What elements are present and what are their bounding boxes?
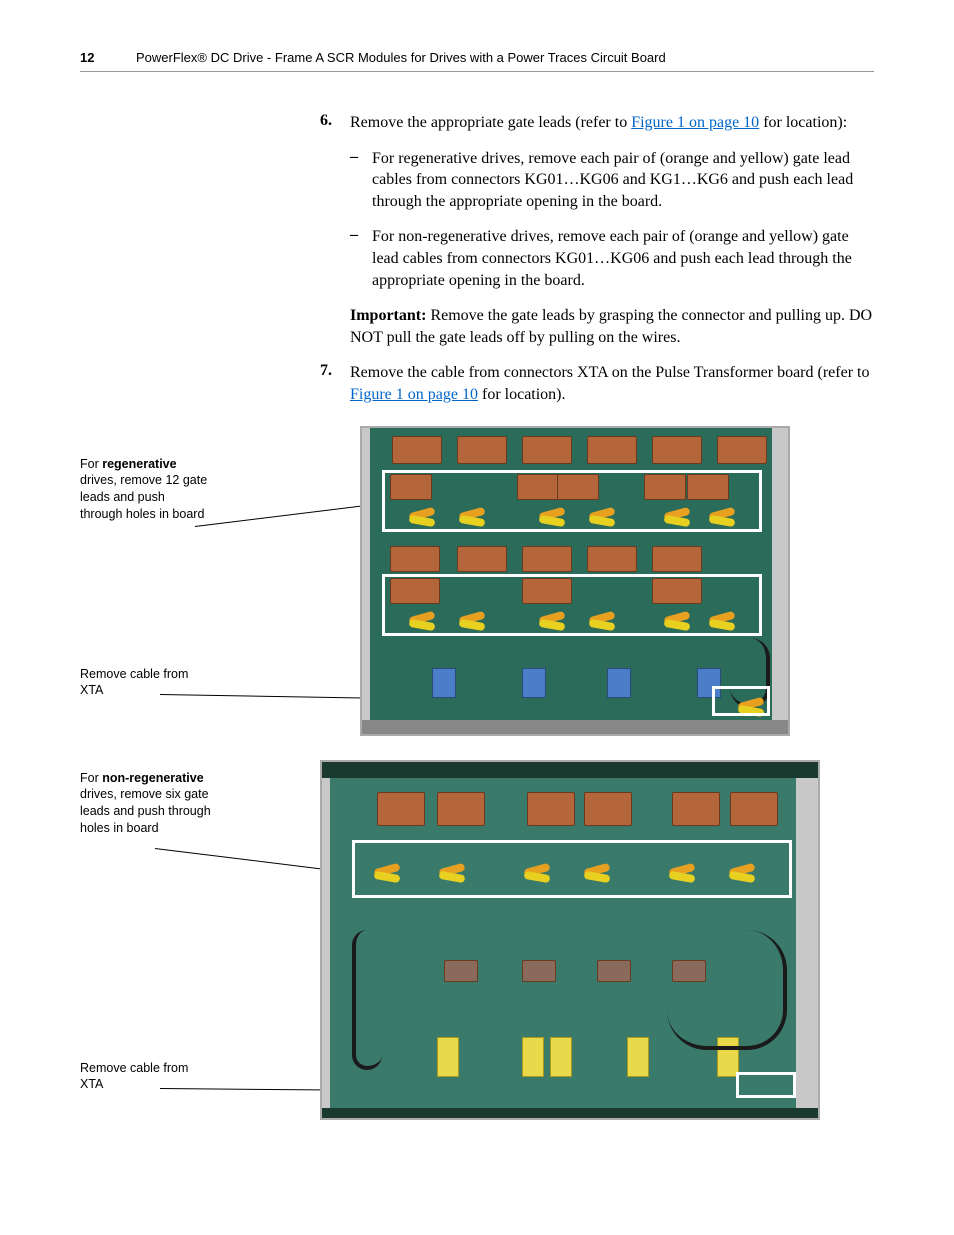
figure-regenerative: For regenerative drives, remove 12 gate …	[80, 426, 874, 736]
step-6: 6. Remove the appropriate gate leads (re…	[320, 112, 874, 134]
step-7: 7. Remove the cable from connectors XTA …	[320, 362, 874, 405]
step-text: for location).	[478, 386, 566, 403]
highlight-gate-leads-1	[382, 470, 762, 532]
step-number: 6.	[320, 112, 350, 134]
highlight-gate-leads-2	[382, 574, 762, 636]
step-body: Remove the cable from connectors XTA on …	[350, 362, 874, 405]
step-text: Remove the appropriate gate leads (refer…	[350, 114, 631, 131]
step-text: for location):	[759, 114, 847, 131]
important-text: Remove the gate leads by grasping the co…	[350, 307, 872, 346]
highlight-xta	[712, 686, 770, 716]
important-note: Important: Remove the gate leads by gras…	[350, 305, 874, 348]
leader-line	[195, 502, 384, 526]
step-text: Remove the cable from connectors XTA on …	[350, 364, 869, 381]
figure-link[interactable]: Figure 1 on page 10	[631, 114, 759, 131]
sub-list: – For regenerative drives, remove each p…	[350, 148, 874, 292]
highlight-xta	[736, 1072, 796, 1098]
figure-nonregenerative: For non-regenerative drives, remove six …	[80, 760, 874, 1120]
page-number: 12	[80, 50, 136, 65]
dash-icon: –	[350, 148, 372, 213]
sub-text: For regenerative drives, remove each pai…	[372, 148, 874, 213]
board-image-regen	[360, 426, 790, 736]
highlight-gate-leads	[352, 840, 792, 898]
dash-icon: –	[350, 226, 372, 291]
figure-link[interactable]: Figure 1 on page 10	[350, 386, 478, 403]
annotation-regen: For regenerative drives, remove 12 gate …	[80, 456, 210, 524]
annotation-nonregen: For non-regenerative drives, remove six …	[80, 770, 220, 838]
sub-text: For non-regenerative drives, remove each…	[372, 226, 874, 291]
sub-item-regen: – For regenerative drives, remove each p…	[350, 148, 874, 213]
board-image-nonregen	[320, 760, 820, 1120]
important-label: Important:	[350, 307, 426, 324]
step-number: 7.	[320, 362, 350, 405]
header-title: PowerFlex® DC Drive - Frame A SCR Module…	[136, 50, 666, 65]
sub-item-nonregen: – For non-regenerative drives, remove ea…	[350, 226, 874, 291]
step-body: Remove the appropriate gate leads (refer…	[350, 112, 847, 134]
main-content: 6. Remove the appropriate gate leads (re…	[320, 112, 874, 406]
leader-line	[155, 848, 324, 870]
page-header: 12 PowerFlex® DC Drive - Frame A SCR Mod…	[80, 50, 874, 72]
